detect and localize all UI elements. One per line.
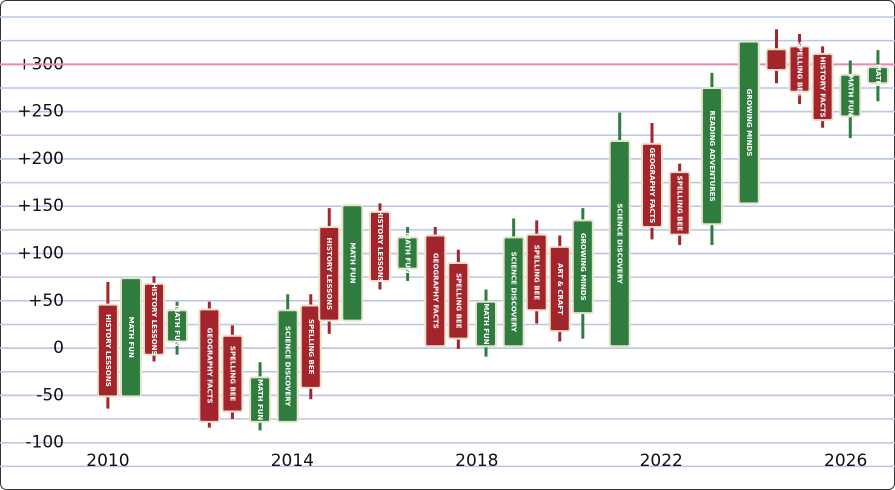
candle-body bbox=[447, 261, 470, 340]
candle-label: SPELLING BEE bbox=[796, 41, 804, 97]
y-tick-label: 0 bbox=[53, 338, 64, 358]
candle-label: GROWING MINDS bbox=[579, 233, 587, 301]
candle-body bbox=[318, 226, 341, 322]
candle-body bbox=[640, 142, 663, 229]
candle-label: HISTORY FACTS bbox=[819, 56, 827, 117]
candle-label: SPELLING BEE bbox=[228, 346, 236, 402]
y-tick-label: -100 bbox=[25, 433, 64, 453]
candle-label: GEOGRAPHY FACTS bbox=[431, 253, 439, 329]
candle-body bbox=[368, 210, 391, 282]
candle-body bbox=[119, 277, 142, 398]
candle-body bbox=[96, 303, 119, 398]
candle-body bbox=[424, 234, 447, 348]
candle-label: MATH FUN bbox=[256, 379, 264, 420]
y-tick-label: -50 bbox=[36, 385, 64, 405]
x-tick-label: 2010 bbox=[86, 451, 129, 471]
y-tick-label: +100 bbox=[17, 244, 64, 264]
candle-body bbox=[700, 86, 723, 226]
candle-label: SCIENCE DISCOVERY bbox=[510, 252, 518, 333]
candle-body bbox=[737, 40, 760, 205]
y-tick-label: +150 bbox=[17, 196, 64, 216]
candle-label: HISTORY LESSONS bbox=[376, 210, 384, 283]
candle-body bbox=[166, 309, 189, 343]
candle-body bbox=[143, 282, 166, 356]
candle-label: SPELLING BEE bbox=[533, 245, 541, 301]
candle-body bbox=[548, 245, 571, 333]
candle-body bbox=[608, 139, 631, 348]
candle-body bbox=[811, 52, 834, 122]
candle-body bbox=[341, 204, 364, 322]
candle-body bbox=[668, 171, 691, 236]
candle-label: HISTORY LESSONS bbox=[325, 238, 333, 311]
candle-label: SPELLING BEE bbox=[454, 273, 462, 329]
candle-body bbox=[276, 309, 299, 423]
candle-body bbox=[839, 73, 862, 118]
candle-label: READING ADVENTURES bbox=[708, 111, 716, 202]
candle-label: GROWING MINDS bbox=[745, 89, 753, 157]
x-tick-label: 2014 bbox=[271, 451, 314, 471]
y-tick-label: +250 bbox=[17, 102, 64, 122]
candle-body bbox=[525, 233, 548, 312]
candle-label: MATH bbox=[874, 64, 882, 87]
candle-label: HISTORY LESSONS bbox=[104, 314, 112, 387]
candle-label: MATH FUN bbox=[846, 75, 854, 116]
candle-label: GEOGRAPHY FACTS bbox=[648, 147, 656, 223]
candle-body bbox=[475, 300, 498, 348]
candle-body bbox=[299, 304, 322, 389]
candle-label: SCIENCE DISCOVERY bbox=[284, 326, 292, 407]
candle-label: MATH FUN bbox=[173, 305, 181, 346]
candle-body bbox=[221, 334, 244, 413]
candle-label: SPELLING BEE bbox=[307, 319, 315, 375]
y-tick-label: +200 bbox=[17, 149, 64, 169]
x-tick-label: 2022 bbox=[640, 451, 683, 471]
candle-body bbox=[571, 219, 594, 315]
candle-label: HISTORY LESSONS bbox=[150, 283, 158, 356]
candle-body bbox=[198, 308, 221, 423]
x-tick-label: 2018 bbox=[455, 451, 498, 471]
candle-label: MATH FUN bbox=[127, 317, 135, 358]
candle-body bbox=[249, 376, 272, 423]
candle-label: GEOGRAPHY FACTS bbox=[205, 328, 213, 404]
candle-label: MATH FUN bbox=[482, 303, 490, 344]
candle-label: MATH FUN bbox=[404, 232, 412, 273]
candle-label: MATH FUN bbox=[348, 242, 356, 283]
candle-label: SCIENCE DISCOVERY bbox=[616, 203, 624, 284]
candle-body bbox=[788, 45, 811, 93]
candle-body bbox=[866, 66, 889, 85]
y-tick-label: +50 bbox=[28, 291, 64, 311]
candle-body bbox=[502, 236, 525, 348]
candle-body bbox=[765, 48, 788, 71]
candle-body bbox=[396, 236, 419, 270]
x-tick-label: 2026 bbox=[824, 451, 867, 471]
candle-label: SPELLING BEE bbox=[676, 176, 684, 232]
candle-label: ART & CRAFT bbox=[556, 263, 564, 315]
